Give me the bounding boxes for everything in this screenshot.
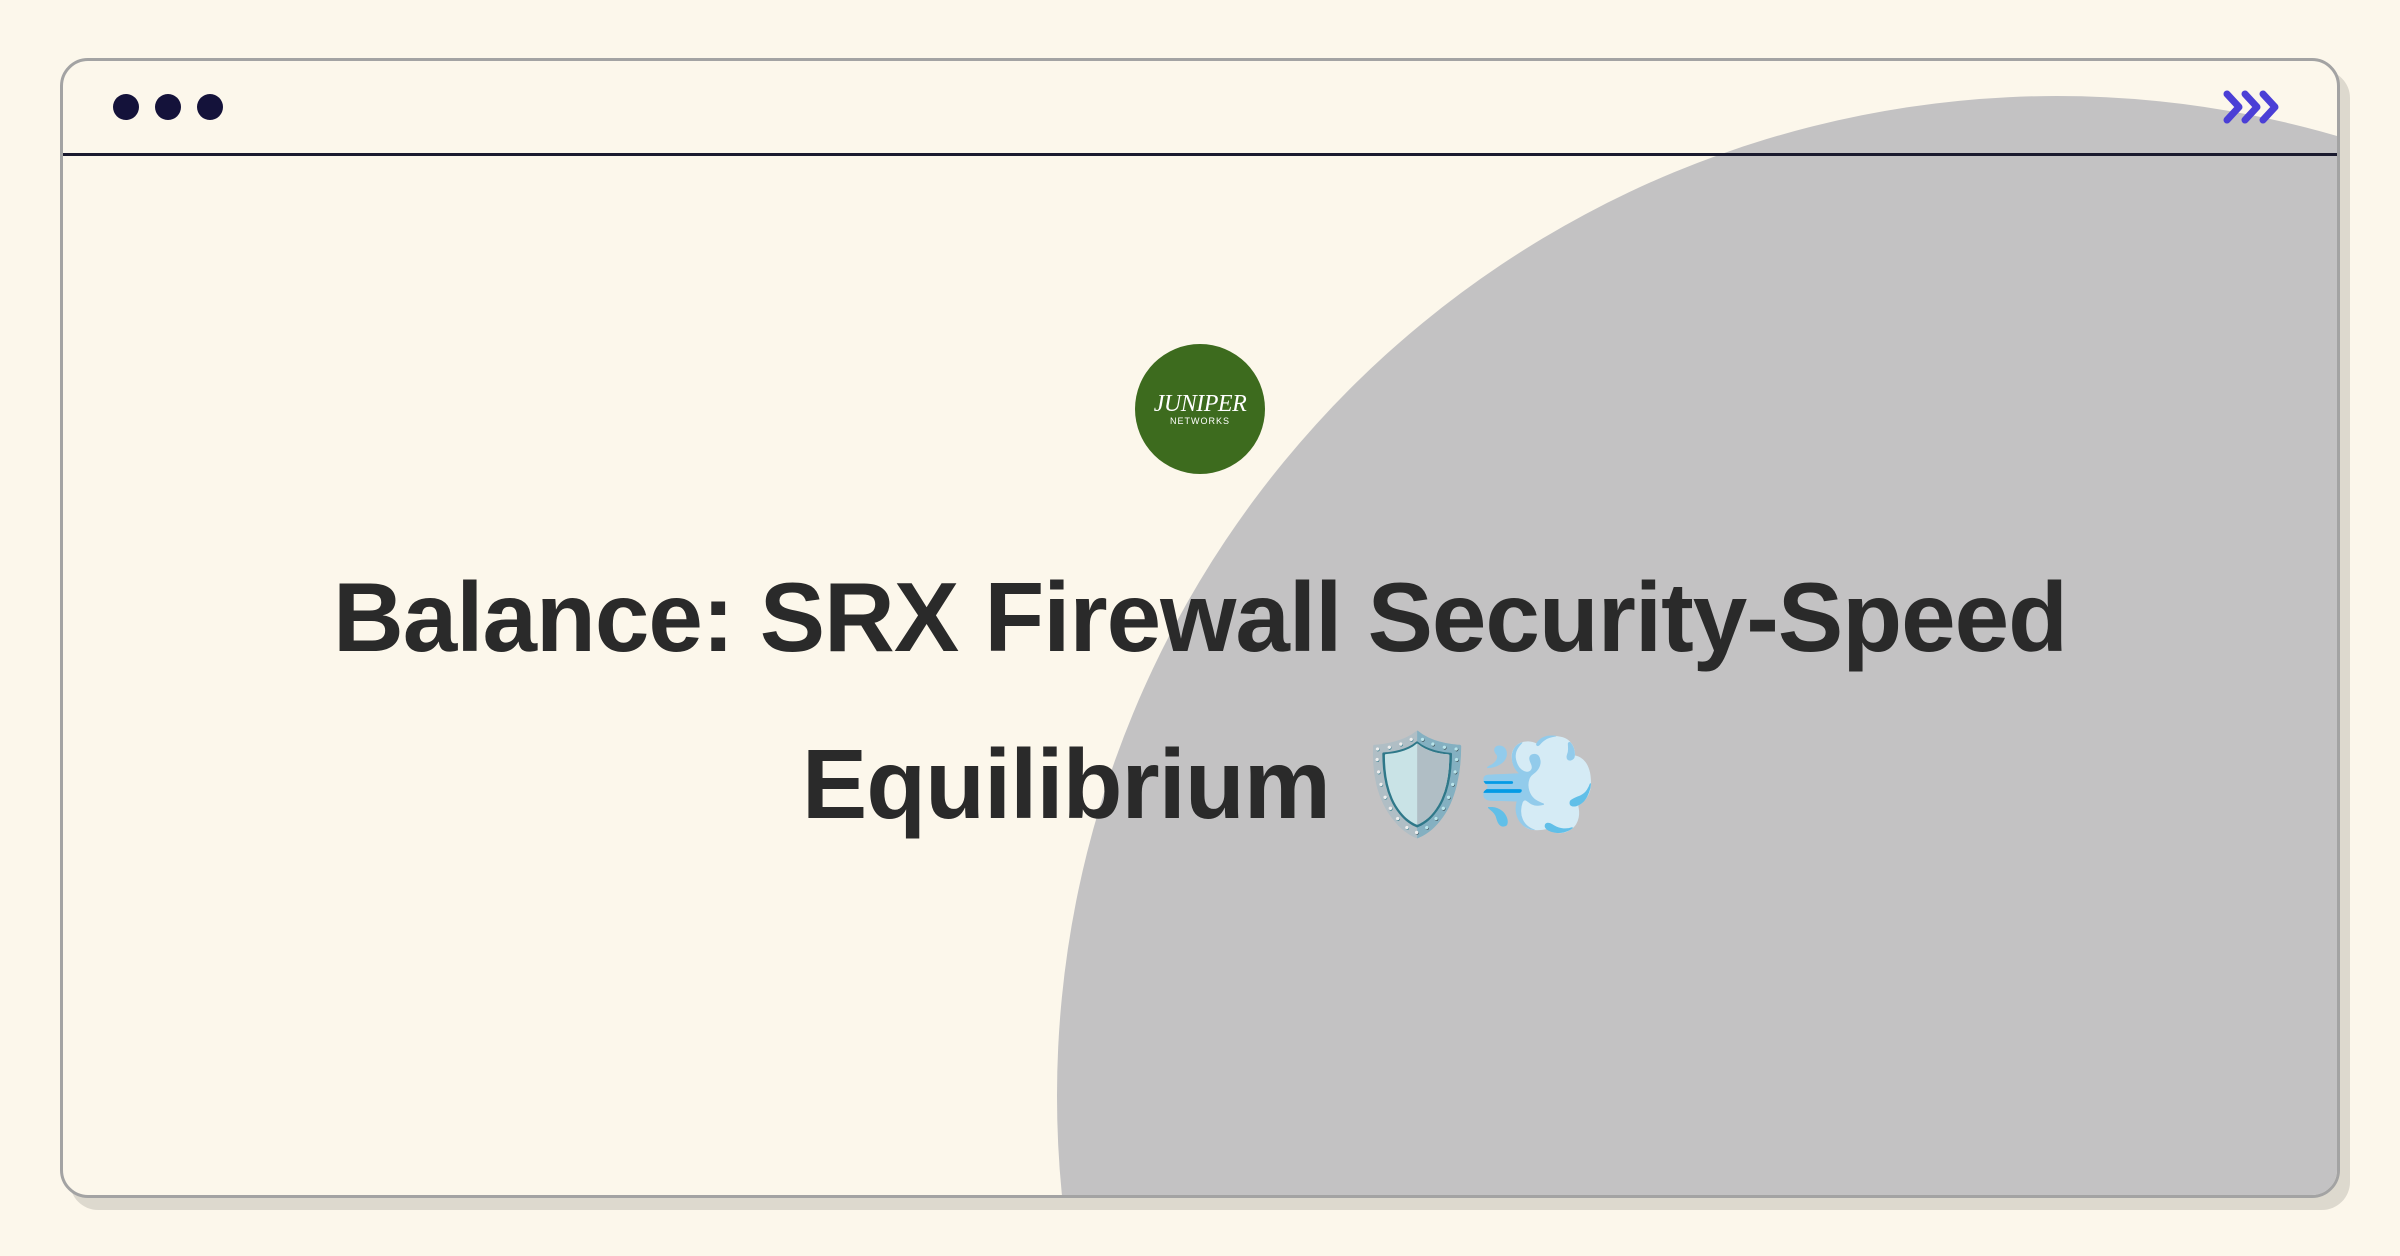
window-dot[interactable]: [155, 94, 181, 120]
logo-brand-text: JUNIPER: [1154, 391, 1246, 418]
juniper-logo: JUNIPER NETWORKS: [1135, 344, 1265, 474]
logo-brand-subtext: NETWORKS: [1170, 416, 1230, 426]
chevron-right-icon: [2223, 88, 2287, 126]
content-area: JUNIPER NETWORKS Balance: SRX Firewall S…: [63, 156, 2337, 1195]
page-title: Balance: SRX Firewall Security-Speed Equ…: [250, 534, 2150, 867]
title-bar: [63, 61, 2337, 156]
logo-container: JUNIPER NETWORKS: [1135, 344, 1265, 474]
window-dot[interactable]: [113, 94, 139, 120]
window-controls: [113, 94, 223, 120]
window-dot[interactable]: [197, 94, 223, 120]
browser-window: JUNIPER NETWORKS Balance: SRX Firewall S…: [60, 58, 2340, 1198]
